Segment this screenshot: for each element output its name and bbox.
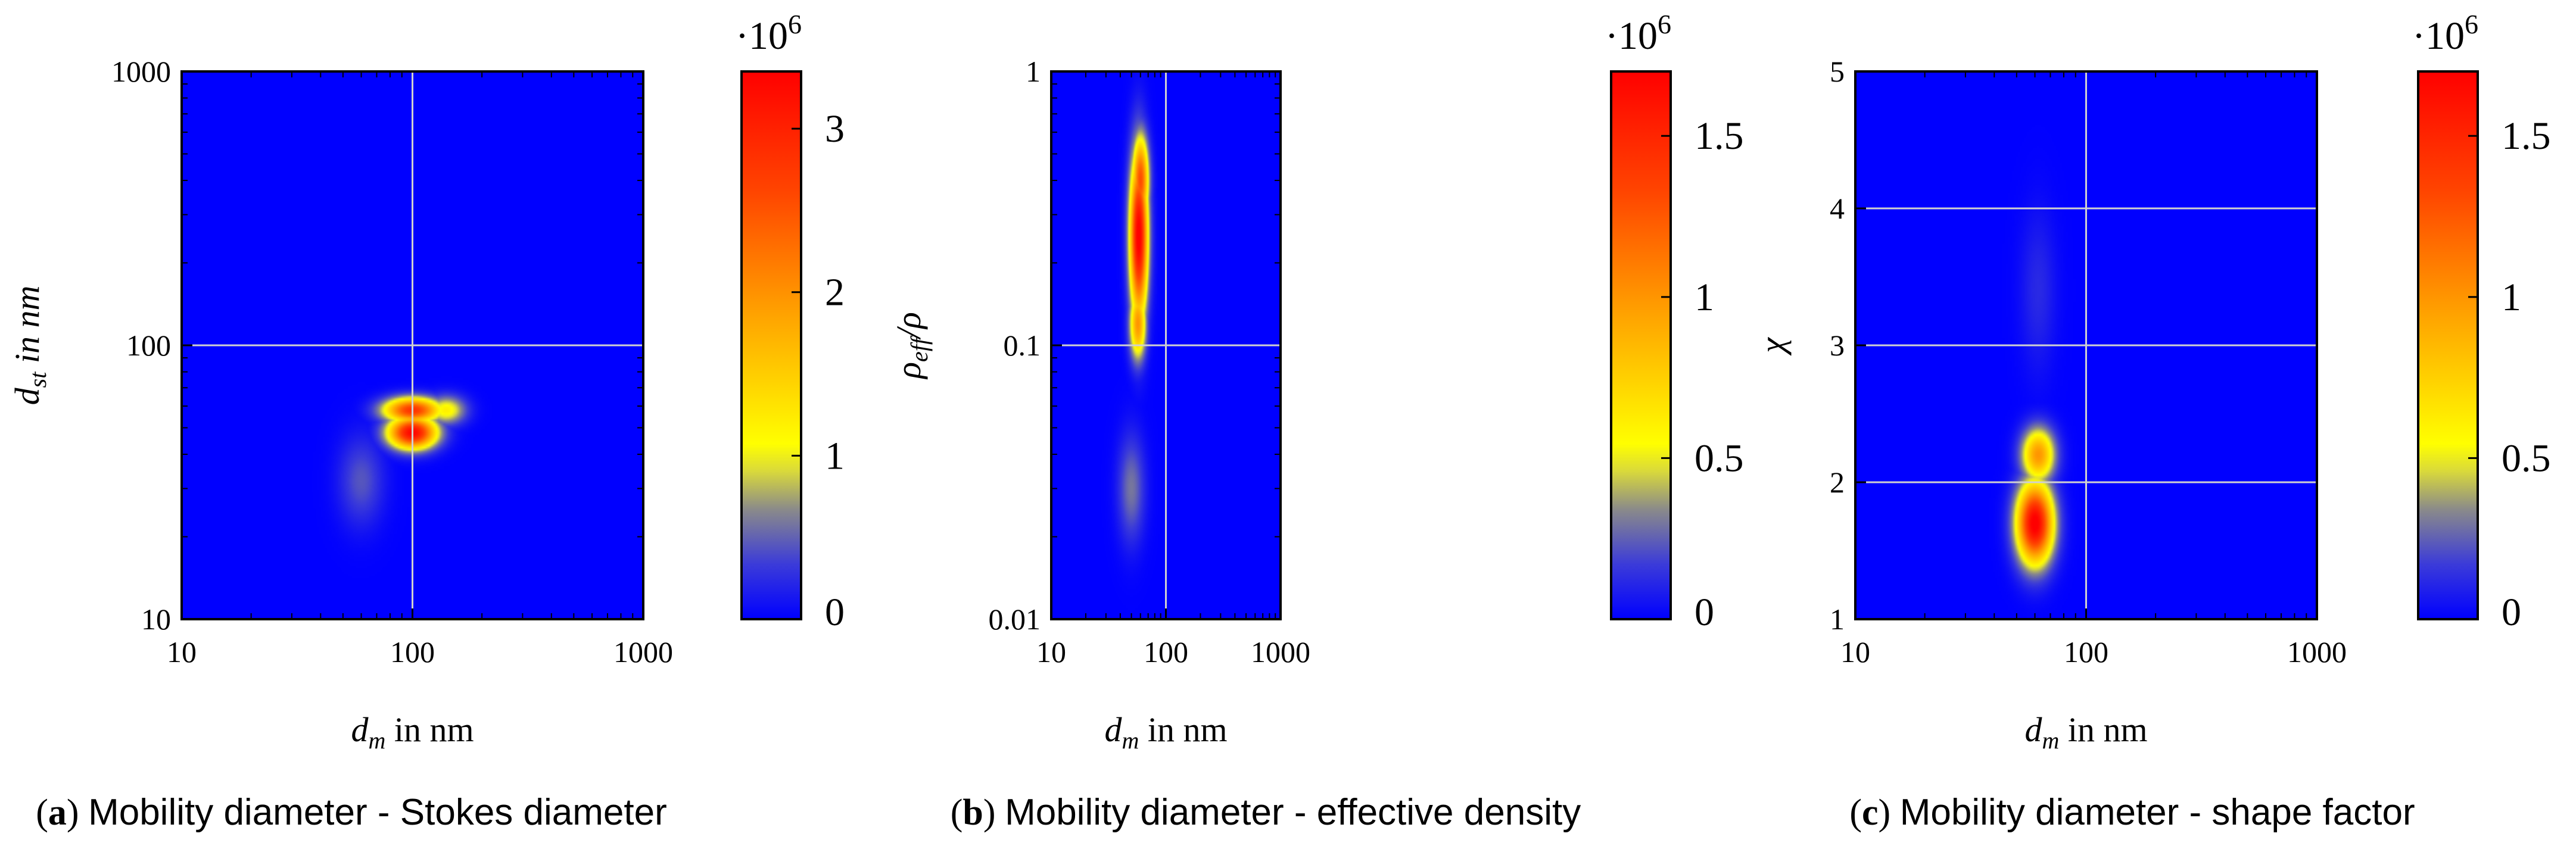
panel-a: 10 100 1000 10 100 1000 dm in nm dst in nm 0 1 2 3 ·… — [8, 9, 845, 833]
panel-b: 10 100 1000 0.01 0.1 1 dm in nm ρeff/ρ 0 0.5 1 1.5 ·… — [889, 9, 1744, 833]
y-tick-label: 0.1 — [1004, 329, 1041, 362]
y-tick-label: 0.01 — [989, 603, 1041, 636]
x-tick-label: 10 — [1036, 635, 1066, 669]
y-axis-label: χ — [1753, 337, 1792, 356]
x-tick-label: 1000 — [1251, 635, 1310, 669]
colorbar-tick-label: 1 — [1695, 276, 1714, 319]
caption-b: (b) Mobility diameter - effective densit… — [951, 792, 1581, 833]
colorbar-c — [2417, 70, 2479, 620]
y-axis-label: dst in nm — [8, 286, 51, 405]
colorbar-tick-label: 0 — [2502, 591, 2521, 634]
x-tick-label: 100 — [390, 635, 435, 669]
caption-a: (a) Mobility diameter - Stokes diameter — [36, 792, 667, 833]
x-axis-label: dm in nm — [2024, 710, 2147, 754]
x-tick-label: 100 — [1144, 635, 1188, 669]
y-tick-label: 100 — [126, 329, 171, 362]
colorbar-multiplier: ·106 — [736, 9, 802, 58]
y-tick-label: 1000 — [111, 55, 171, 88]
y-tick-label: 2 — [1830, 466, 1845, 499]
y-tick-label: 4 — [1830, 192, 1845, 225]
colorbar-multiplier: ·106 — [1605, 9, 1671, 58]
colorbar-tick-label: 1.5 — [2502, 114, 2551, 158]
y-tick-label: 1 — [1830, 603, 1845, 636]
colorbar-tick-label: 3 — [825, 107, 845, 151]
colorbar-tick-label: 1 — [825, 434, 845, 477]
y-tick-label: 1 — [1026, 55, 1041, 88]
y-axis-label: ρeff/ρ — [889, 312, 933, 380]
colorbar-tick-label: 0.5 — [1695, 436, 1744, 480]
x-axis-label: dm in nm — [1104, 710, 1227, 754]
x-axis-label: dm in nm — [351, 710, 474, 754]
colorbar-tick-label: 1.5 — [1695, 114, 1744, 158]
caption-c: (c) Mobility diameter - shape factor — [1849, 792, 2415, 833]
colorbar-tick-label: 0 — [1695, 591, 1714, 634]
panel-c: 10 100 1000 1 2 3 4 5 dm in nm χ 0 0.5 1 1.5 ·106 (c) M… — [1753, 9, 2551, 833]
x-tick-label: 10 — [167, 635, 197, 669]
colorbar-b — [1610, 70, 1672, 620]
colorbar-tick-label: 1 — [2502, 276, 2521, 319]
y-tick-label: 5 — [1830, 55, 1845, 88]
colorbar-multiplier: ·106 — [2412, 9, 2478, 58]
x-tick-label: 10 — [1840, 635, 1870, 669]
y-tick-label: 10 — [141, 603, 171, 636]
x-tick-label: 1000 — [2287, 635, 2347, 669]
colorbar-tick-label: 0 — [825, 591, 845, 634]
x-tick-label: 1000 — [613, 635, 673, 669]
colorbar-a — [740, 70, 802, 620]
x-tick-label: 100 — [2064, 635, 2108, 669]
y-tick-label: 3 — [1830, 329, 1845, 362]
colorbar-tick-label: 2 — [825, 271, 845, 314]
colorbar-tick-label: 0.5 — [2502, 436, 2551, 480]
